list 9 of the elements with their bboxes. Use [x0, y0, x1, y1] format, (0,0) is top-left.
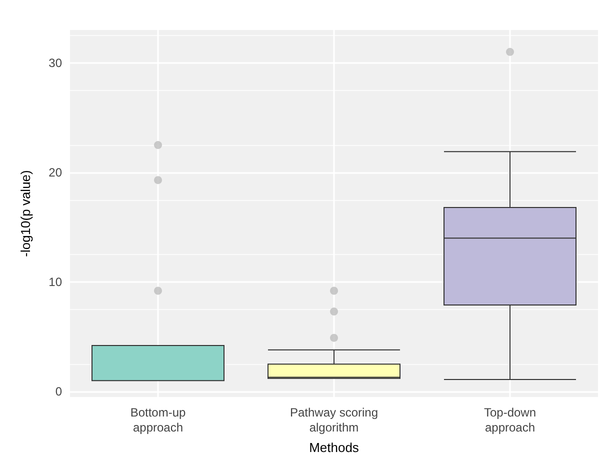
- y-tick-label: 0: [55, 384, 62, 399]
- y-axis-title: -log10(p value): [18, 170, 33, 257]
- y-tick-label: 30: [48, 56, 62, 70]
- y-tick-label: 20: [48, 165, 62, 180]
- x-axis-title: Methods: [309, 440, 360, 455]
- x-tick-label: Top-down approach: [484, 406, 536, 434]
- x-tick-label: Pathway scoring algorithm: [290, 406, 378, 434]
- y-tick-label: 10: [48, 274, 62, 289]
- x-tick-label: Bottom-up approach: [130, 406, 186, 434]
